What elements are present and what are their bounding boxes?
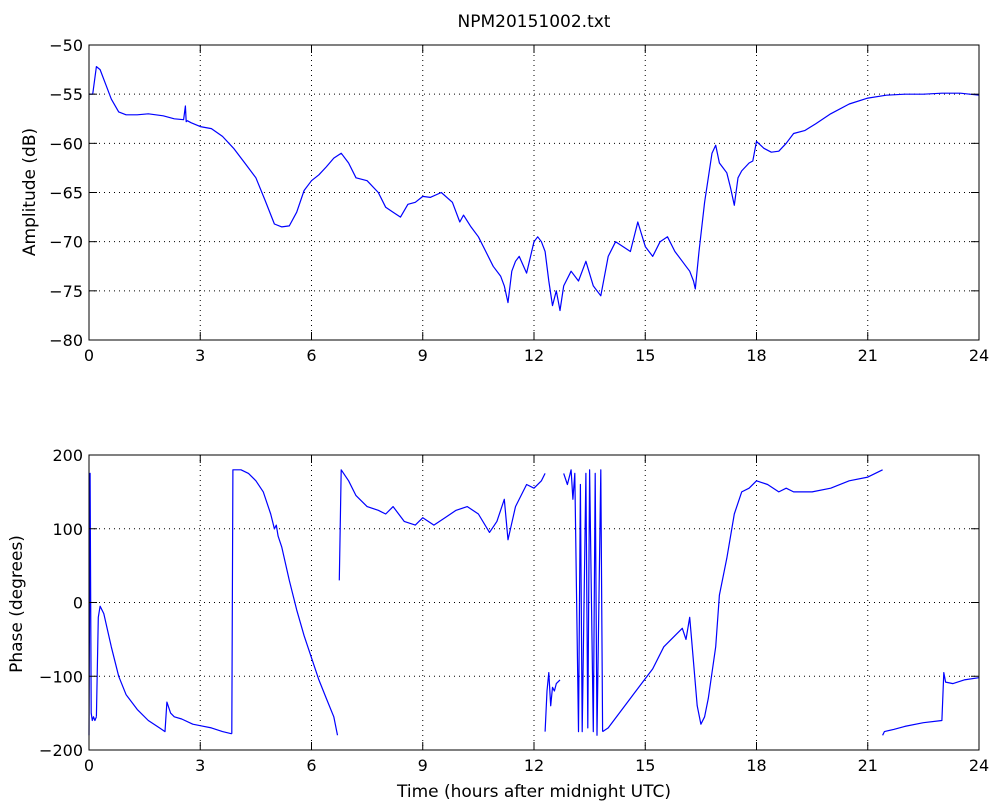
data-line [544, 671, 561, 732]
y-tick-label: −50 [49, 36, 83, 55]
y-tick-label: −60 [49, 134, 83, 153]
x-tick-label: 12 [524, 346, 544, 365]
x-tick-label: 3 [195, 756, 205, 775]
x-tick-label: 15 [635, 756, 655, 775]
x-tick-label: 24 [969, 346, 989, 365]
x-tick-label: 12 [524, 756, 544, 775]
y-tick-label: −75 [49, 282, 83, 301]
data-line [88, 472, 97, 736]
y-tick-label: −100 [39, 667, 83, 686]
chart-title: NPM20151002.txt [458, 12, 611, 32]
x-tick-label: 0 [84, 756, 94, 775]
x-tick-label: 21 [858, 346, 878, 365]
y-tick-label: 0 [73, 594, 83, 613]
data-line [563, 469, 604, 736]
x-tick-label: 6 [306, 756, 316, 775]
data-line [882, 671, 980, 736]
amplitude-panel: 0 3 6 9 12 15 18 21 24 −50 −55 −60 −65 −70 −75 −80 [49, 36, 989, 365]
time-xlabel: Time (hours after midnight UTC) [396, 782, 671, 802]
x-tick-label: 9 [418, 346, 428, 365]
x-tick-label: 18 [746, 346, 766, 365]
x-tick-label: 18 [746, 756, 766, 775]
x-tick-label: 6 [306, 346, 316, 365]
y-tick-label: −80 [49, 331, 83, 350]
y-tick-label: 100 [52, 520, 83, 539]
amplitude-ylabel: Amplitude (dB) [20, 128, 40, 256]
phase-ylabel: Phase (degrees) [7, 535, 27, 673]
x-tick-label: 0 [84, 346, 94, 365]
data-line [602, 469, 883, 733]
y-tick-label: −70 [49, 233, 83, 252]
phase-panel: 0 3 6 9 12 15 18 21 24 200 100 0 −100 −200 [39, 446, 989, 775]
data-line [95, 605, 232, 735]
data-line [89, 65, 980, 312]
y-tick-label: 200 [52, 446, 83, 465]
x-tick-label: 21 [858, 756, 878, 775]
x-tick-label: 3 [195, 346, 205, 365]
y-tick-label: −65 [49, 184, 83, 203]
y-tick-label: −55 [49, 85, 83, 104]
y-tick-label: −200 [39, 741, 83, 760]
x-tick-label: 9 [418, 756, 428, 775]
data-line [338, 469, 546, 581]
data-line [231, 469, 339, 736]
x-tick-label: 15 [635, 346, 655, 365]
x-tick-label: 24 [969, 756, 989, 775]
